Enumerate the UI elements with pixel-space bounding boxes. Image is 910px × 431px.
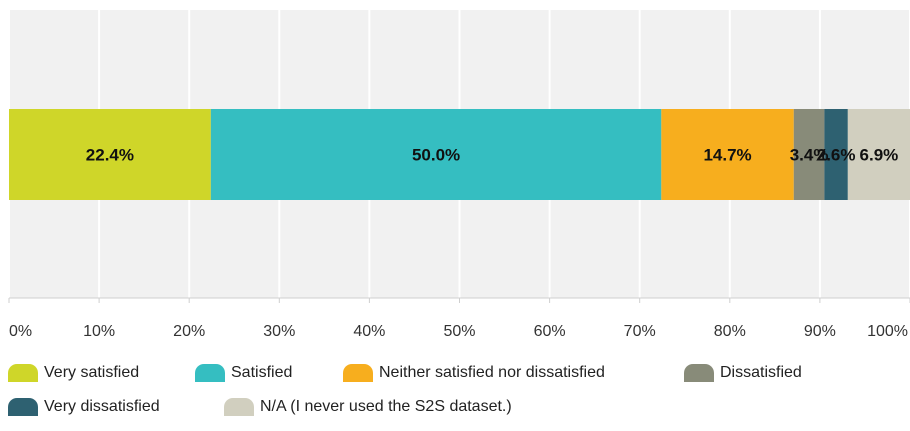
data-label: 6.9% bbox=[860, 146, 899, 165]
bar-segment bbox=[661, 109, 794, 200]
tick-label: 50% bbox=[443, 323, 475, 340]
legend-swatch bbox=[8, 364, 38, 382]
bar-segment bbox=[793, 109, 825, 200]
bar-segment bbox=[824, 109, 848, 200]
legend-item: Satisfied bbox=[195, 363, 292, 383]
legend-item: Very satisfied bbox=[8, 363, 139, 383]
data-label: 22.4% bbox=[86, 146, 134, 165]
tick-label: 80% bbox=[714, 323, 746, 340]
tick-label: 20% bbox=[173, 323, 205, 340]
x-axis-ticks: 0% 10% 20% 30% 40% 50% 60% 70% 80% 90% 100% bbox=[8, 298, 910, 340]
data-label: 2.6% bbox=[817, 146, 856, 165]
bar-segments bbox=[9, 109, 910, 200]
legend: Very satisfied Satisfied Neither satisfied… bbox=[8, 363, 908, 431]
tick-label: 60% bbox=[534, 323, 566, 340]
tick-label: 30% bbox=[263, 323, 295, 340]
bar-segment bbox=[9, 109, 211, 200]
legend-label: Very dissatisfied bbox=[44, 398, 160, 415]
legend-label: Dissatisfied bbox=[720, 364, 802, 381]
legend-label: Neither satisfied nor dissatisfied bbox=[379, 364, 605, 381]
legend-item: Neither satisfied nor dissatisfied bbox=[343, 363, 605, 383]
data-label: 3.4% bbox=[790, 146, 829, 165]
data-label: 14.7% bbox=[703, 146, 751, 165]
tick-label: 70% bbox=[624, 323, 656, 340]
tick-label: 0% bbox=[9, 323, 32, 340]
legend-swatch bbox=[343, 364, 373, 382]
tick-label: 100% bbox=[867, 323, 908, 340]
legend-item: N/A (I never used the S2S dataset.) bbox=[224, 397, 512, 417]
legend-item: Dissatisfied bbox=[684, 363, 802, 383]
bar-segment bbox=[847, 109, 910, 200]
tick-label: 10% bbox=[83, 323, 115, 340]
data-label: 50.0% bbox=[412, 146, 460, 165]
tick-label: 40% bbox=[353, 323, 385, 340]
legend-swatch bbox=[224, 398, 254, 416]
legend-row: Very satisfied Satisfied Neither satisfied… bbox=[8, 363, 908, 397]
bar-segment bbox=[210, 109, 662, 200]
legend-swatch bbox=[195, 364, 225, 382]
tick-label: 90% bbox=[804, 323, 836, 340]
legend-label: N/A (I never used the S2S dataset.) bbox=[260, 398, 512, 415]
data-labels: 22.4% 50.0% 14.7% 3.4%2.6% 6.9% bbox=[86, 146, 898, 165]
legend-label: Very satisfied bbox=[44, 364, 140, 381]
legend-row: Very dissatisfied N/A (I never used the S… bbox=[8, 397, 908, 431]
legend-label: Satisfied bbox=[231, 364, 293, 381]
legend-swatch bbox=[8, 398, 38, 416]
legend-swatch bbox=[684, 364, 714, 382]
legend-item: Very dissatisfied bbox=[8, 397, 160, 417]
